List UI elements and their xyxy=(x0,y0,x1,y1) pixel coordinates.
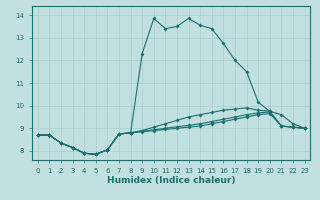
X-axis label: Humidex (Indice chaleur): Humidex (Indice chaleur) xyxy=(107,176,236,185)
